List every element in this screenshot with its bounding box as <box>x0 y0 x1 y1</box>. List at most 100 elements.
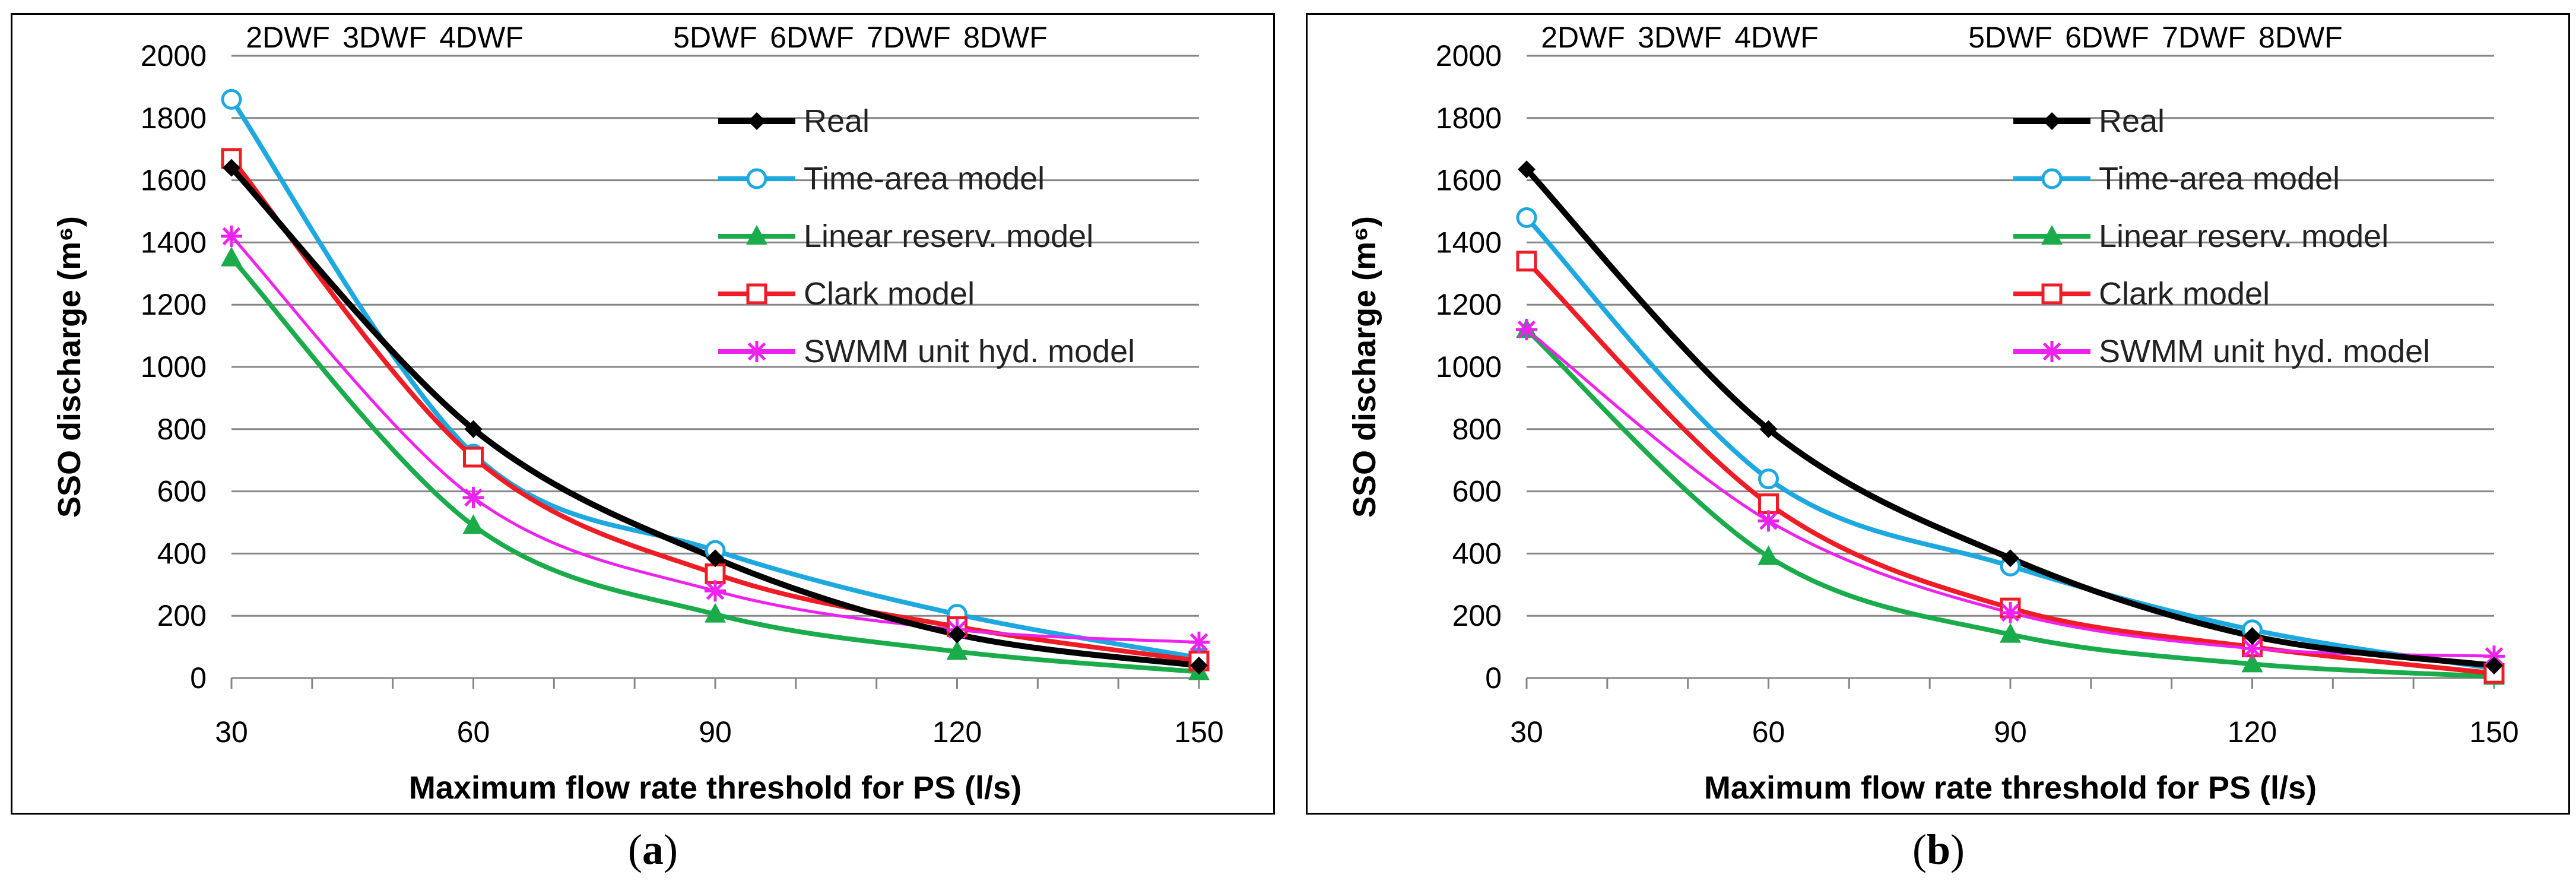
series-line-clark-model <box>1524 258 2496 676</box>
data-point <box>1757 510 1779 532</box>
series-line-time-area-model <box>229 97 1201 660</box>
legend-label: Clark model <box>2099 276 2270 312</box>
y-tick-label: 600 <box>157 475 207 508</box>
data-point <box>462 514 484 534</box>
y-tick-label: 1400 <box>1436 226 1502 259</box>
legend-marker <box>746 225 767 245</box>
legend-marker <box>2041 168 2063 189</box>
data-point <box>1758 493 1779 515</box>
x-tick-label: 90 <box>1994 715 2027 749</box>
data-point <box>2241 652 2263 673</box>
y-tick-label: 200 <box>157 599 207 632</box>
x-tick-label: 150 <box>2469 715 2518 749</box>
data-point <box>223 159 240 177</box>
y-tick-label: 1000 <box>141 350 207 384</box>
data-point <box>2243 627 2261 645</box>
series-line-swmm-unit-hyd-model <box>230 235 1201 644</box>
legend-marker <box>2043 112 2061 130</box>
x-tick-label: 30 <box>1510 715 1543 749</box>
y-tick-label: 1600 <box>141 164 207 197</box>
x-tick-label: 150 <box>1174 715 1223 749</box>
x-tick-label: 30 <box>215 715 248 749</box>
top-axis-label: 7DWF <box>867 21 951 54</box>
y-axis-title: SSO discharge (m⁶) <box>52 216 87 518</box>
data-point <box>463 446 484 468</box>
legend-marker <box>2041 341 2063 362</box>
y-tick-label: 1200 <box>141 288 207 321</box>
panel-a-frame <box>11 13 1275 815</box>
series-line-real <box>1524 166 2497 669</box>
y-tick-label: 1400 <box>141 226 207 259</box>
legend-marker <box>746 341 767 362</box>
top-axis-label: 3DWF <box>1638 21 1722 54</box>
legend-label: Time-area model <box>804 161 1045 197</box>
chart-b: 0 200 400 600 800 1000 1200 1400 1600 1800 2000 30 6… <box>1347 21 2519 806</box>
y-tick-label: 1600 <box>1436 164 1502 197</box>
panel-b-frame <box>1306 13 2570 815</box>
top-axis-label: 3DWF <box>342 21 427 54</box>
data-point <box>948 625 966 644</box>
series-line-linear-reserv-model <box>1524 327 2496 679</box>
legend-label: Linear reserv. model <box>804 218 1093 254</box>
y-tick-label: 1200 <box>1436 288 1502 321</box>
y-tick-label: 1800 <box>1436 102 1502 135</box>
y-tick-label: 1000 <box>1436 350 1502 384</box>
top-axis-label: 2DWF <box>1541 21 1625 54</box>
series-line-time-area-model <box>1524 215 2496 671</box>
data-point <box>462 487 484 509</box>
y-tick-label: 0 <box>190 661 207 695</box>
data-point <box>1190 657 1208 675</box>
top-axis-label: 6DWF <box>770 21 854 54</box>
x-tick-label: 60 <box>1752 715 1785 749</box>
legend-marker <box>2041 225 2063 245</box>
y-tick-label: 2000 <box>1436 39 1502 72</box>
chart-a: 0 200 400 600 800 1000 1200 1400 1600 1800 2000 30 6… <box>52 21 1224 806</box>
data-point <box>705 603 726 623</box>
data-point <box>221 246 242 267</box>
y-tick-label: 400 <box>1452 537 1502 570</box>
data-point <box>1757 545 1779 565</box>
y-tick-label: 800 <box>1452 413 1502 446</box>
x-tick-label: 90 <box>699 715 732 749</box>
data-point <box>946 640 968 660</box>
caption-a: (a) <box>628 826 678 873</box>
series-line-clark-model <box>229 156 1201 664</box>
y-tick-label: 0 <box>1485 661 1502 695</box>
legend-label: SWMM unit hyd. model <box>2099 334 2430 369</box>
data-point <box>1518 160 1536 179</box>
data-point <box>2483 645 2505 667</box>
legend-label: Clark model <box>804 276 975 312</box>
top-axis-label: 6DWF <box>2065 21 2149 54</box>
x-tick-label: 60 <box>457 715 490 749</box>
data-point <box>2000 601 2021 623</box>
top-axis-label: 4DWF <box>1734 21 1819 54</box>
x-tick-label: 120 <box>2228 715 2277 749</box>
top-axis-label: 5DWF <box>1968 21 2052 54</box>
y-tick-label: 600 <box>1452 475 1502 508</box>
legend-label: Time-area model <box>2099 161 2340 197</box>
y-tick-label: 1800 <box>141 102 207 135</box>
data-point <box>221 88 242 110</box>
y-axis-title: SSO discharge (m⁶) <box>1347 216 1382 518</box>
x-tick-label: 120 <box>932 715 982 749</box>
legend-marker <box>2041 283 2063 305</box>
data-point <box>1188 631 1210 653</box>
y-tick-label: 400 <box>157 537 207 570</box>
data-point <box>2000 623 2021 643</box>
series-line-linear-reserv-model <box>229 255 1201 674</box>
top-axis-label: 8DWF <box>2258 21 2343 54</box>
y-tick-label: 2000 <box>141 39 207 72</box>
x-axis-title: Maximum flow rate threshold for PS (l/s) <box>1704 770 2317 806</box>
series-line-real <box>229 164 1202 669</box>
caption-b: (b) <box>1912 826 1965 873</box>
top-axis-label: 4DWF <box>439 21 524 54</box>
data-point <box>705 580 726 602</box>
x-axis-title: Maximum flow rate threshold for PS (l/s) <box>409 770 1021 806</box>
y-tick-label: 800 <box>157 413 207 446</box>
data-point <box>2001 549 2019 568</box>
data-point <box>706 549 724 568</box>
data-point <box>1516 319 1537 341</box>
top-axis-label: 8DWF <box>963 21 1048 54</box>
data-point <box>705 563 726 584</box>
